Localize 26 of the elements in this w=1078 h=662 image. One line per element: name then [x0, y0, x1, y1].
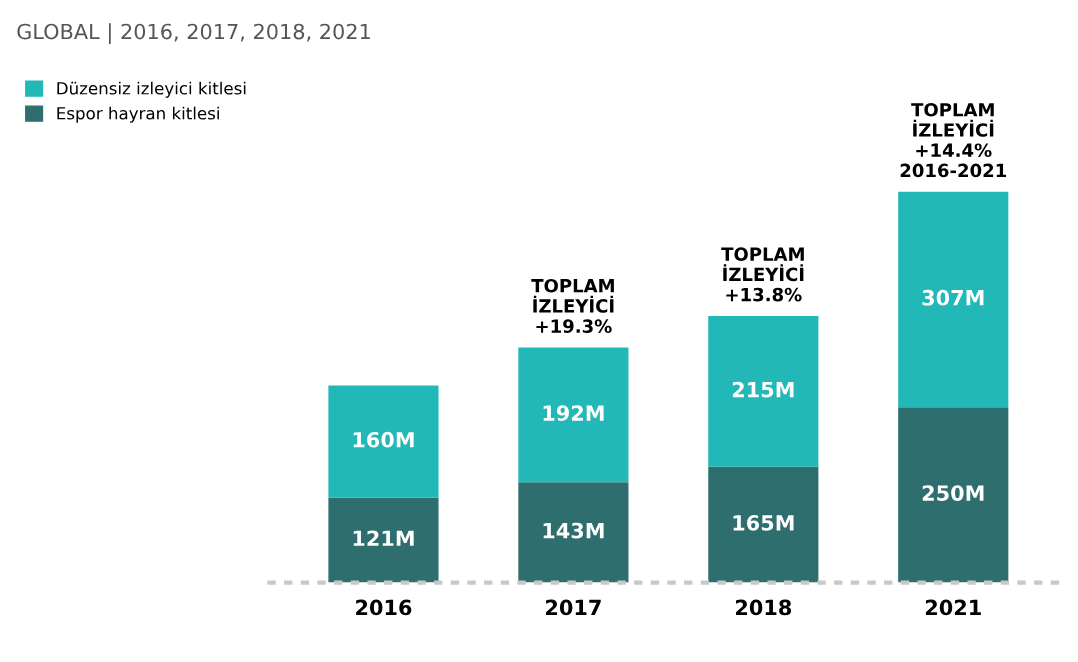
bar: [518, 482, 629, 583]
data-label: 307M: [922, 289, 984, 306]
data-label: 143M: [543, 522, 604, 539]
bar: [328, 385, 439, 498]
chart-title: GLOBAL | 2016, 2017, 2018, 2021: [17, 23, 370, 44]
bar: [708, 466, 819, 583]
annotation: TOPLAM İZLEYİCİ +13.8%: [721, 247, 804, 302]
bar: [898, 191, 1009, 408]
bar: [708, 316, 819, 467]
annotation: TOPLAM İZLEYİCİ +14.4% 2016-2021: [900, 102, 1007, 178]
data-label: 215M: [732, 381, 794, 398]
data-label: 160M: [353, 431, 414, 448]
x-tick-label: 2016: [356, 599, 412, 616]
bar: [328, 497, 439, 583]
data-label: 165M: [733, 515, 794, 531]
x-tick-label: 2017: [546, 599, 601, 616]
bar: [518, 347, 629, 483]
legend-label: Düzensiz izleyici kitlesi: [57, 81, 246, 98]
legend-label: Espor hayran kitlesi: [57, 106, 219, 123]
data-label: 250M: [922, 485, 984, 501]
data-label: 121M: [353, 530, 414, 546]
data-label: 192M: [543, 405, 604, 421]
x-tick-label: 2018: [735, 599, 792, 616]
x-tick-label: 2021: [925, 599, 981, 616]
bar: [898, 407, 1009, 583]
annotation: TOPLAM İZLEYİCİ +19.3%: [531, 278, 614, 333]
